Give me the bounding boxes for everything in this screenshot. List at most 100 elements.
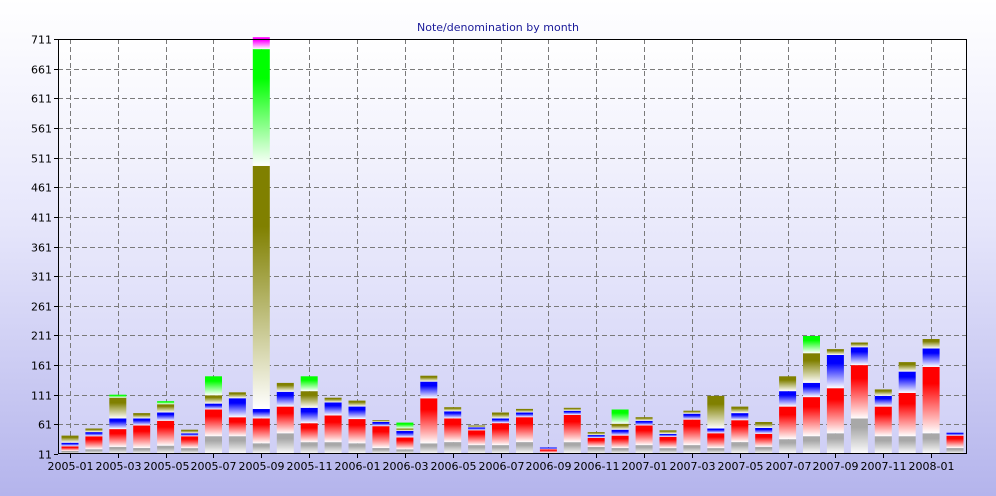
bar-segment-2006-01-s0 — [348, 443, 366, 454]
bar-segment-2007-02-s0 — [659, 448, 677, 454]
bar-segment-2007-09-s0 — [826, 433, 844, 455]
bar-segment-2005-08-s2 — [228, 398, 246, 418]
bar-segment-2005-05-s0 — [157, 445, 175, 454]
bar-segment-2007-04-s2 — [707, 428, 725, 434]
bar-segment-2006-12-s1 — [611, 435, 629, 448]
bar-segment-2006-04-s1 — [420, 398, 438, 444]
bar-segment-2005-09-s1 — [252, 418, 270, 444]
y-tick-label: 661 — [31, 64, 52, 77]
bar-segment-2006-11-s2 — [587, 435, 605, 438]
bar-segment-2006-10-s2 — [563, 410, 581, 415]
bar-segment-2005-12-s2 — [324, 402, 342, 416]
bar-segment-2005-10-s2 — [276, 391, 294, 407]
x-tick-label: 2006-01 — [335, 460, 381, 473]
bar-segment-2007-01-s2 — [635, 420, 653, 426]
x-tick-label: 2005-11 — [287, 460, 333, 473]
y-tick-label: 511 — [31, 153, 52, 166]
bar-segment-2007-09-s3 — [826, 349, 844, 355]
bar-segment-2005-01-s0 — [61, 451, 79, 454]
bars — [61, 37, 964, 455]
bar-segment-2007-03-s0 — [683, 445, 701, 454]
bar-segment-2006-03-s4 — [396, 422, 414, 429]
bar-segment-2005-02-s0 — [85, 449, 103, 454]
bar-segment-2005-06-s3 — [181, 429, 199, 434]
bar-segment-2006-07-s1 — [492, 423, 509, 446]
axes: 11 61 111 161 211 261 311 361 411 461 511 561 611 661… — [31, 34, 967, 473]
bar-segment-2005-12-s0 — [324, 442, 342, 454]
bar-segment-2005-04-s3 — [133, 413, 151, 419]
bar-segment-2007-12-s0 — [898, 436, 916, 454]
y-tick-label: 161 — [31, 360, 52, 373]
bar-segment-2007-11-s2 — [874, 395, 892, 407]
x-tick-label: 2006-11 — [574, 460, 620, 473]
bar-segment-2005-07-s4 — [205, 376, 222, 396]
bar-segment-2007-12-s2 — [898, 371, 916, 393]
x-tick-label: 2007-01 — [622, 460, 668, 473]
bar-segment-2005-07-s3 — [205, 395, 222, 404]
bar-segment-2005-04-s2 — [133, 418, 151, 426]
bar-segment-2006-09-s2 — [539, 447, 557, 450]
bar-segment-2006-07-s0 — [492, 445, 509, 454]
bar-segment-2005-01-s1 — [61, 446, 79, 451]
bar-segment-2007-02-s3 — [659, 430, 677, 434]
bar-segment-2007-06-s0 — [755, 446, 773, 454]
x-tick-label: 2006-09 — [526, 460, 572, 473]
bar-segment-2006-05-s2 — [444, 411, 462, 419]
x-tick-label: 2007-05 — [718, 460, 764, 473]
bar-segment-2006-03-s0 — [396, 449, 414, 454]
bar-segment-2008-01-s3 — [922, 339, 940, 349]
bar-segment-2006-06-s1 — [468, 430, 486, 446]
bar-segment-2006-12-s3 — [611, 423, 629, 430]
bar-segment-2005-02-s3 — [85, 428, 103, 433]
bar-segment-2005-11-s1 — [300, 423, 318, 443]
bar-segment-2005-11-s0 — [300, 442, 318, 454]
y-tick-label: 311 — [31, 271, 52, 284]
bar-segment-2007-03-s1 — [683, 419, 701, 446]
bar-segment-2005-12-s3 — [324, 397, 342, 403]
y-tick-label: 11 — [38, 449, 52, 462]
bar-segment-2006-01-s2 — [348, 406, 366, 420]
bar-segment-2007-04-s0 — [707, 448, 725, 454]
bar-segment-2007-04-s1 — [707, 433, 725, 449]
bar-segment-2007-02-s1 — [659, 436, 677, 449]
bar-segment-2005-10-s3 — [276, 382, 294, 392]
bar-segment-2005-05-s4 — [157, 401, 175, 405]
bar-segment-2006-10-s0 — [563, 442, 581, 454]
plot-frame — [58, 39, 967, 454]
bar-segment-2006-03-s3 — [396, 428, 414, 431]
x-tick-label: 2007-03 — [670, 460, 716, 473]
bar-segment-2006-02-s0 — [372, 448, 390, 454]
bar-segment-2007-10-s2 — [850, 347, 868, 366]
y-tick-label: 461 — [31, 182, 52, 195]
y-tick-label: 211 — [31, 330, 52, 343]
bar-segment-2005-01-s3 — [61, 435, 79, 443]
bar-segment-2007-01-s0 — [635, 445, 653, 454]
bar-segment-2005-03-s4 — [109, 394, 127, 398]
y-tick-label: 611 — [31, 93, 52, 106]
bar-segment-2005-09-s2 — [252, 408, 270, 419]
bar-segment-2006-12-s0 — [611, 448, 629, 454]
y-tick-label: 411 — [31, 212, 52, 225]
bar-segment-2006-01-s3 — [348, 400, 366, 407]
bar-segment-2006-11-s0 — [587, 446, 605, 454]
bar-segment-2006-11-s3 — [587, 432, 605, 436]
bar-segment-2006-04-s2 — [420, 381, 438, 399]
bar-segment-2007-07-s1 — [779, 406, 797, 440]
bar-segment-2007-06-s3 — [755, 422, 773, 428]
bar-segment-2005-11-s3 — [300, 391, 318, 408]
bar-segment-2006-03-s2 — [396, 430, 414, 438]
bar-segment-2005-08-s3 — [228, 392, 246, 399]
bar-segment-2006-03-s1 — [396, 437, 414, 450]
x-tick-label: 2006-03 — [383, 460, 429, 473]
bar-segment-2005-09-s3 — [252, 165, 270, 409]
bar-segment-2006-04-s0 — [420, 443, 438, 454]
y-tick-label: 111 — [31, 390, 52, 403]
bar-segment-2006-06-s3 — [468, 425, 486, 428]
x-tick-label: 2005-07 — [191, 460, 237, 473]
y-tick-label: 561 — [31, 123, 52, 136]
bar-segment-2007-01-s3 — [635, 417, 653, 421]
bar-segment-2005-05-s1 — [157, 420, 175, 446]
bar-segment-2007-06-s2 — [755, 427, 773, 434]
